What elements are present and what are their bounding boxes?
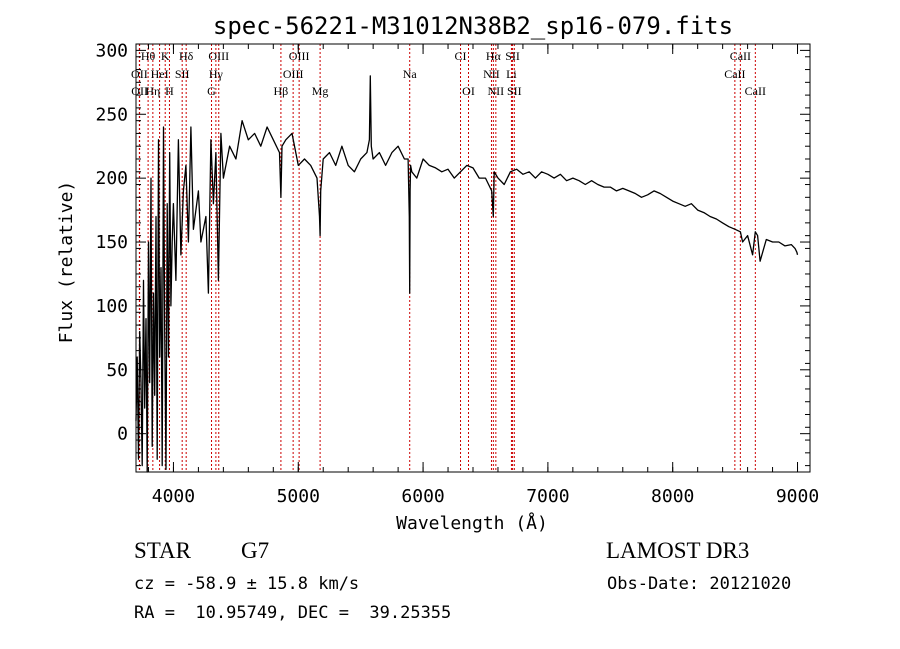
line-label: OI (462, 84, 475, 98)
line-label: Mg (312, 84, 329, 98)
line-label: OIII (208, 49, 229, 63)
line-label: CaII (730, 49, 751, 63)
line-label: CaII (724, 67, 745, 81)
line-label: Hθ (141, 49, 156, 63)
line-label: CaII (745, 84, 766, 98)
line-label: HeI (151, 67, 169, 81)
line-label: SII (505, 49, 520, 63)
line-label: Li (506, 67, 517, 81)
x-tick-label: 8000 (651, 486, 694, 507)
redshift-velocity: cz = -58.9 ± 15.8 km/s (134, 574, 360, 594)
line-label: Hβ (274, 84, 289, 98)
object-subclass: G7 (241, 538, 270, 563)
y-tick-label: 100 (95, 296, 128, 317)
y-tick-label: 300 (95, 40, 128, 61)
x-axis-ticks: 4000 5000 6000 7000 8000 9000 (147, 44, 819, 507)
y-axis-label: Flux (relative) (56, 181, 77, 344)
line-label: Hδ (179, 49, 194, 63)
sky-coordinates: RA = 10.95749, DEC = 39.25355 (134, 603, 452, 623)
y-axis-ticks: 0 50 100 150 200 250 300 (95, 40, 810, 467)
y-tick-label: 50 (106, 360, 128, 381)
y-tick-label: 250 (95, 104, 128, 125)
x-axis-label: Wavelength (Å) (396, 512, 548, 534)
survey-name: LAMOST DR3 (606, 538, 750, 563)
line-label: K (161, 49, 170, 63)
line-label: H (165, 84, 174, 98)
spectrum-line (135, 75, 799, 473)
y-tick-label: 200 (95, 168, 128, 189)
x-tick-label: 4000 (152, 486, 195, 507)
line-label: NII (488, 84, 505, 98)
line-label: NII (483, 67, 500, 81)
x-tick-label: 5000 (277, 486, 320, 507)
line-label: SII (175, 67, 190, 81)
line-label: CI (455, 49, 467, 63)
line-label: Hη (145, 84, 160, 98)
line-label: SII (507, 84, 522, 98)
x-tick-label: 6000 (401, 486, 444, 507)
y-tick-label: 150 (95, 232, 128, 253)
line-label: OII (131, 67, 148, 81)
plot-frame (135, 43, 811, 473)
chart-title: spec-56221-M31012N38B2_sp16-079.fits (213, 12, 733, 40)
x-tick-label: 7000 (526, 486, 569, 507)
line-label: G (207, 84, 216, 98)
line-label: Hα (486, 49, 502, 63)
line-label: Na (403, 67, 418, 81)
line-label: OIII (283, 67, 304, 81)
line-label: Hγ (209, 67, 224, 81)
line-label: OIII (289, 49, 310, 63)
x-tick-label: 9000 (776, 486, 819, 507)
line-markers (138, 44, 756, 472)
object-class: STAR (134, 538, 191, 563)
y-tick-label: 0 (117, 424, 128, 445)
observation-date: Obs-Date: 20121020 (607, 574, 792, 594)
line-label: OII (131, 84, 148, 98)
